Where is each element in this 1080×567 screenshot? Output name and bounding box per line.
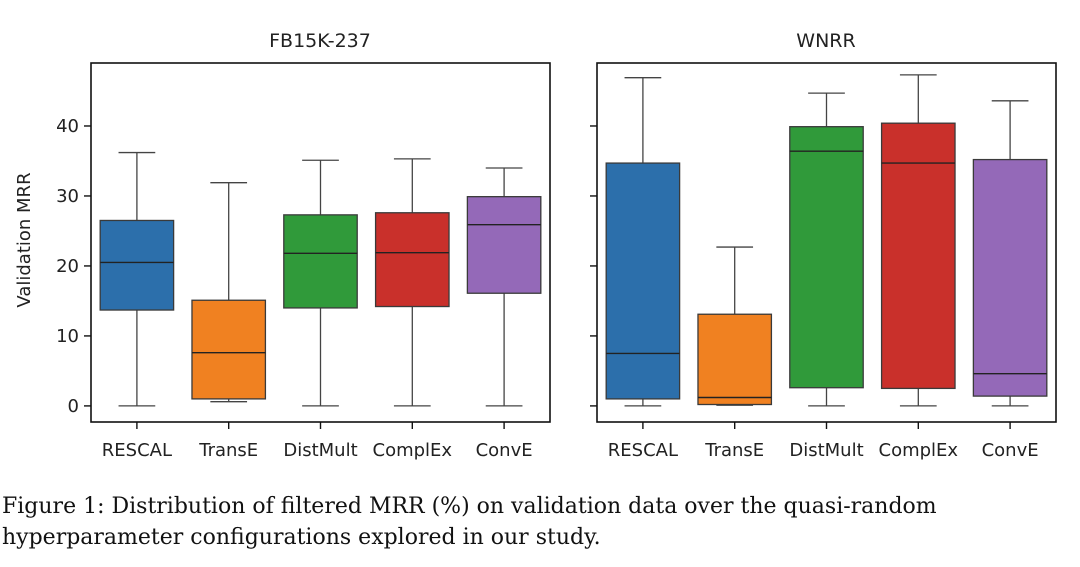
x-tick-label: TransE <box>704 440 764 461</box>
y-tick-label: 20 <box>56 256 79 277</box>
box-transe <box>697 313 773 406</box>
x-tick-label: ComplEx <box>879 440 959 461</box>
y-tick-label: 40 <box>56 116 79 137</box>
figure-caption: Figure 1: Distribution of filtered MRR (… <box>2 494 937 550</box>
box-rescal <box>605 162 681 400</box>
x-tick-label: RESCAL <box>608 440 678 461</box>
box-conve <box>972 158 1048 397</box>
box-distmult <box>283 214 358 309</box>
panel-fb15k-237: FB15K-237 Validation MRR 0 10 20 30 40 RESCAL… <box>14 30 551 461</box>
box-complex <box>374 212 450 308</box>
axes-frame <box>90 62 551 423</box>
box-transe <box>191 299 267 400</box>
panel-wnrr: WNRR RESCAL TransE DistMult ComplEx ConvE <box>590 30 1057 461</box>
panel-title: WNRR <box>796 30 855 52</box>
plot-area: RESCAL TransE DistMult ComplEx ConvE <box>590 74 1048 461</box>
x-tick-label: DistMult <box>283 440 357 461</box>
x-tick-label: TransE <box>198 440 258 461</box>
x-tick-label: DistMult <box>789 440 863 461</box>
x-tick-label: ConvE <box>476 440 533 461</box>
y-axis-label: Validation MRR <box>14 172 35 307</box>
box-conve <box>466 196 542 294</box>
y-tick-label: 0 <box>68 396 79 417</box>
boxplot-figure: FB15K-237 Validation MRR 0 10 20 30 40 RESCAL… <box>14 30 1057 461</box>
plot-area: 0 10 20 30 40 RESCAL TransE DistMult ComplEx Conv… <box>56 116 542 461</box>
axes-frame <box>596 62 1057 423</box>
box-complex <box>880 122 956 390</box>
box-rescal <box>99 219 175 311</box>
x-tick-label: ConvE <box>982 440 1039 461</box>
box-distmult <box>789 126 864 389</box>
x-tick-label: RESCAL <box>102 440 172 461</box>
y-tick-label: 10 <box>56 326 79 347</box>
panel-title: FB15K-237 <box>269 30 371 52</box>
x-tick-label: ComplEx <box>373 440 453 461</box>
y-tick-label: 30 <box>56 186 79 207</box>
